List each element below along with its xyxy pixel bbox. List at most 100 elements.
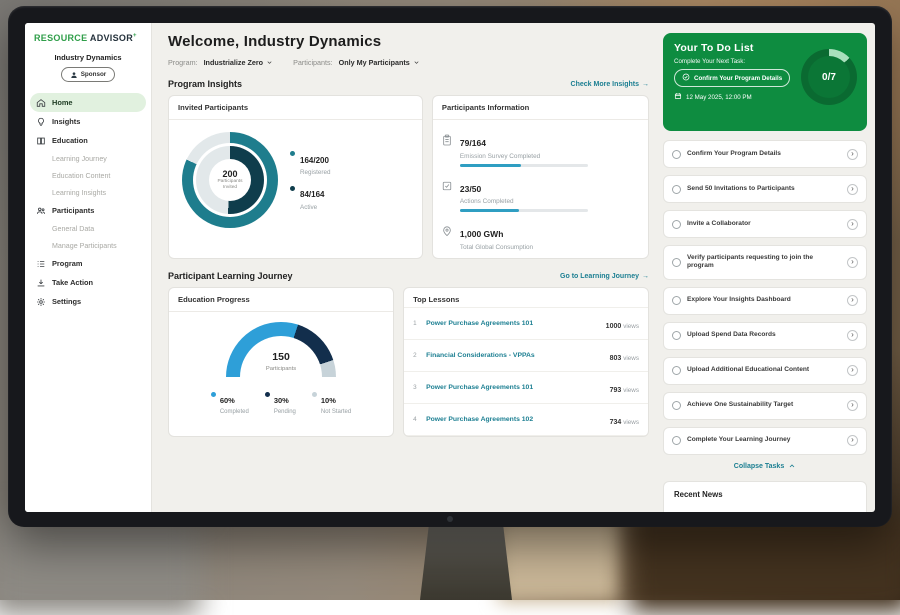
sidebar-item-home[interactable]: Home bbox=[30, 93, 146, 112]
chevron-right-icon[interactable]: › bbox=[847, 295, 858, 306]
info-row: 23/50 Actions Completed bbox=[442, 179, 639, 213]
todo-progress-value: 0/7 bbox=[822, 72, 836, 83]
progress-bar bbox=[460, 164, 588, 167]
lesson-title-link[interactable]: Financial Considerations - VPPAs bbox=[426, 352, 604, 359]
sidebar-item-general-data[interactable]: General Data bbox=[25, 220, 151, 237]
task-checkbox[interactable] bbox=[672, 401, 681, 410]
sidebar-item-participants[interactable]: Participants bbox=[25, 201, 151, 220]
brand-logo: RESOURCE ADVISOR+ bbox=[25, 31, 151, 43]
task-row[interactable]: Upload Spend Data Records › bbox=[663, 322, 867, 350]
task-checkbox[interactable] bbox=[672, 331, 681, 340]
chevron-right-icon[interactable]: › bbox=[847, 149, 858, 160]
task-label: Achieve One Sustainability Target bbox=[687, 401, 841, 410]
task-row[interactable]: Achieve One Sustainability Target › bbox=[663, 392, 867, 420]
program-filter-select[interactable]: Industrialize Zero bbox=[204, 58, 274, 67]
task-row[interactable]: Verify participants requesting to join t… bbox=[663, 245, 867, 280]
sidebar-item-program[interactable]: Program bbox=[25, 254, 151, 273]
participants-filter-select[interactable]: Only My Participants bbox=[339, 58, 420, 67]
task-row[interactable]: Invite a Collaborator › bbox=[663, 210, 867, 238]
chevron-right-icon[interactable]: › bbox=[847, 435, 858, 446]
recent-news-title: Recent News bbox=[674, 490, 856, 499]
chevron-right-icon[interactable]: › bbox=[847, 365, 858, 376]
sidebar-item-learning-journey[interactable]: Learning Journey bbox=[25, 150, 151, 167]
sidebar-item-take-action[interactable]: Take Action bbox=[25, 273, 151, 292]
next-task-pill[interactable]: Confirm Your Program Details bbox=[674, 69, 790, 87]
lesson-views-word: views bbox=[623, 387, 639, 394]
lesson-views-count: 734 bbox=[610, 419, 622, 426]
monitor-stand bbox=[420, 522, 512, 600]
task-row[interactable]: Send 50 Invitations to Participants › bbox=[663, 175, 867, 203]
sidebar-item-label: Take Action bbox=[52, 278, 93, 287]
collapse-tasks-link[interactable]: Collapse Tasks bbox=[663, 462, 867, 472]
sidebar-item-insights[interactable]: Insights bbox=[25, 112, 151, 131]
chevron-down-icon bbox=[266, 59, 273, 66]
task-checkbox[interactable] bbox=[672, 185, 681, 194]
legend-item: 10% Not Started bbox=[312, 390, 351, 415]
program-filter-label: Program: bbox=[168, 58, 198, 67]
chevron-right-icon[interactable]: › bbox=[847, 330, 858, 341]
sidebar-item-settings[interactable]: Settings bbox=[25, 292, 151, 311]
sidebar-item-label: Education Content bbox=[52, 172, 110, 180]
participants-information-card: Participants Information 79/164 Emission… bbox=[432, 95, 649, 259]
collapse-label: Collapse Tasks bbox=[734, 463, 784, 470]
legend-dot bbox=[211, 392, 216, 397]
chevron-right-icon[interactable]: › bbox=[847, 219, 858, 230]
chevron-right-icon[interactable]: › bbox=[847, 257, 858, 268]
info-label: Actions Completed bbox=[460, 198, 588, 205]
task-checkbox[interactable] bbox=[672, 258, 681, 267]
task-row[interactable]: Upload Additional Educational Content › bbox=[663, 357, 867, 385]
donut-center-value: 200 bbox=[222, 169, 237, 179]
task-checkbox[interactable] bbox=[672, 150, 681, 159]
card-title: Education Progress bbox=[169, 288, 393, 312]
chevron-up-icon bbox=[788, 462, 796, 472]
legend-dot bbox=[265, 392, 270, 397]
progress-bar bbox=[460, 209, 588, 212]
lesson-title-link[interactable]: Power Purchase Agreements 101 bbox=[426, 320, 600, 327]
sidebar-item-label: Education bbox=[52, 136, 88, 145]
check-more-insights-link[interactable]: Check More Insights → bbox=[571, 81, 649, 88]
lesson-title-link[interactable]: Power Purchase Agreements 102 bbox=[426, 416, 604, 423]
go-to-learning-journey-link[interactable]: Go to Learning Journey → bbox=[560, 273, 649, 280]
info-label: Total Global Consumption bbox=[460, 244, 533, 251]
sidebar-item-learning-insights[interactable]: Learning Insights bbox=[25, 184, 151, 201]
lesson-views-count: 793 bbox=[610, 387, 622, 394]
participants-filter-value: Only My Participants bbox=[339, 58, 410, 67]
task-checkbox[interactable] bbox=[672, 296, 681, 305]
task-checkbox[interactable] bbox=[672, 366, 681, 375]
legend-value: 60% bbox=[220, 396, 235, 405]
lesson-views-word: views bbox=[623, 323, 639, 330]
task-checkbox[interactable] bbox=[672, 436, 681, 445]
sidebar-item-label: Learning Journey bbox=[52, 155, 107, 163]
legend-dot bbox=[312, 392, 317, 397]
sponsor-badge[interactable]: Sponsor bbox=[61, 67, 116, 82]
lesson-title-link[interactable]: Power Purchase Agreements 101 bbox=[426, 384, 604, 391]
sidebar-item-education[interactable]: Education bbox=[25, 131, 151, 150]
info-row: 79/164 Emission Survey Completed bbox=[442, 133, 639, 167]
sponsor-label: Sponsor bbox=[81, 71, 107, 78]
sidebar-item-label: Program bbox=[52, 259, 82, 268]
legend-label: Completed bbox=[220, 409, 249, 415]
chevron-down-icon bbox=[413, 59, 420, 66]
clipboard-icon bbox=[442, 134, 453, 167]
chevron-right-icon[interactable]: › bbox=[847, 184, 858, 195]
brand-plus: + bbox=[133, 33, 137, 39]
task-checkbox[interactable] bbox=[672, 220, 681, 229]
task-label: Upload Spend Data Records bbox=[687, 331, 841, 340]
donut-legend: 164/200 Registered 84/164 Active bbox=[290, 142, 330, 219]
todo-task-list: Confirm Your Program Details › Send 50 I… bbox=[663, 140, 867, 481]
chevron-right-icon[interactable]: › bbox=[847, 400, 858, 411]
sidebar-item-education-content[interactable]: Education Content bbox=[25, 167, 151, 184]
lesson-row[interactable]: 5 Power Purchase Agreements 103 600views bbox=[404, 436, 648, 437]
legend-label: Active bbox=[300, 204, 324, 211]
sidebar: RESOURCE ADVISOR+ Industry Dynamics Spon… bbox=[25, 23, 152, 512]
legend-item: 60% Completed bbox=[211, 390, 249, 415]
task-row[interactable]: Explore Your Insights Dashboard › bbox=[663, 287, 867, 315]
task-row[interactable]: Confirm Your Program Details › bbox=[663, 140, 867, 168]
sidebar-item-manage-participants[interactable]: Manage Participants bbox=[25, 237, 151, 254]
task-row[interactable]: Complete Your Learning Journey › bbox=[663, 427, 867, 455]
check-circle-icon bbox=[682, 73, 690, 83]
